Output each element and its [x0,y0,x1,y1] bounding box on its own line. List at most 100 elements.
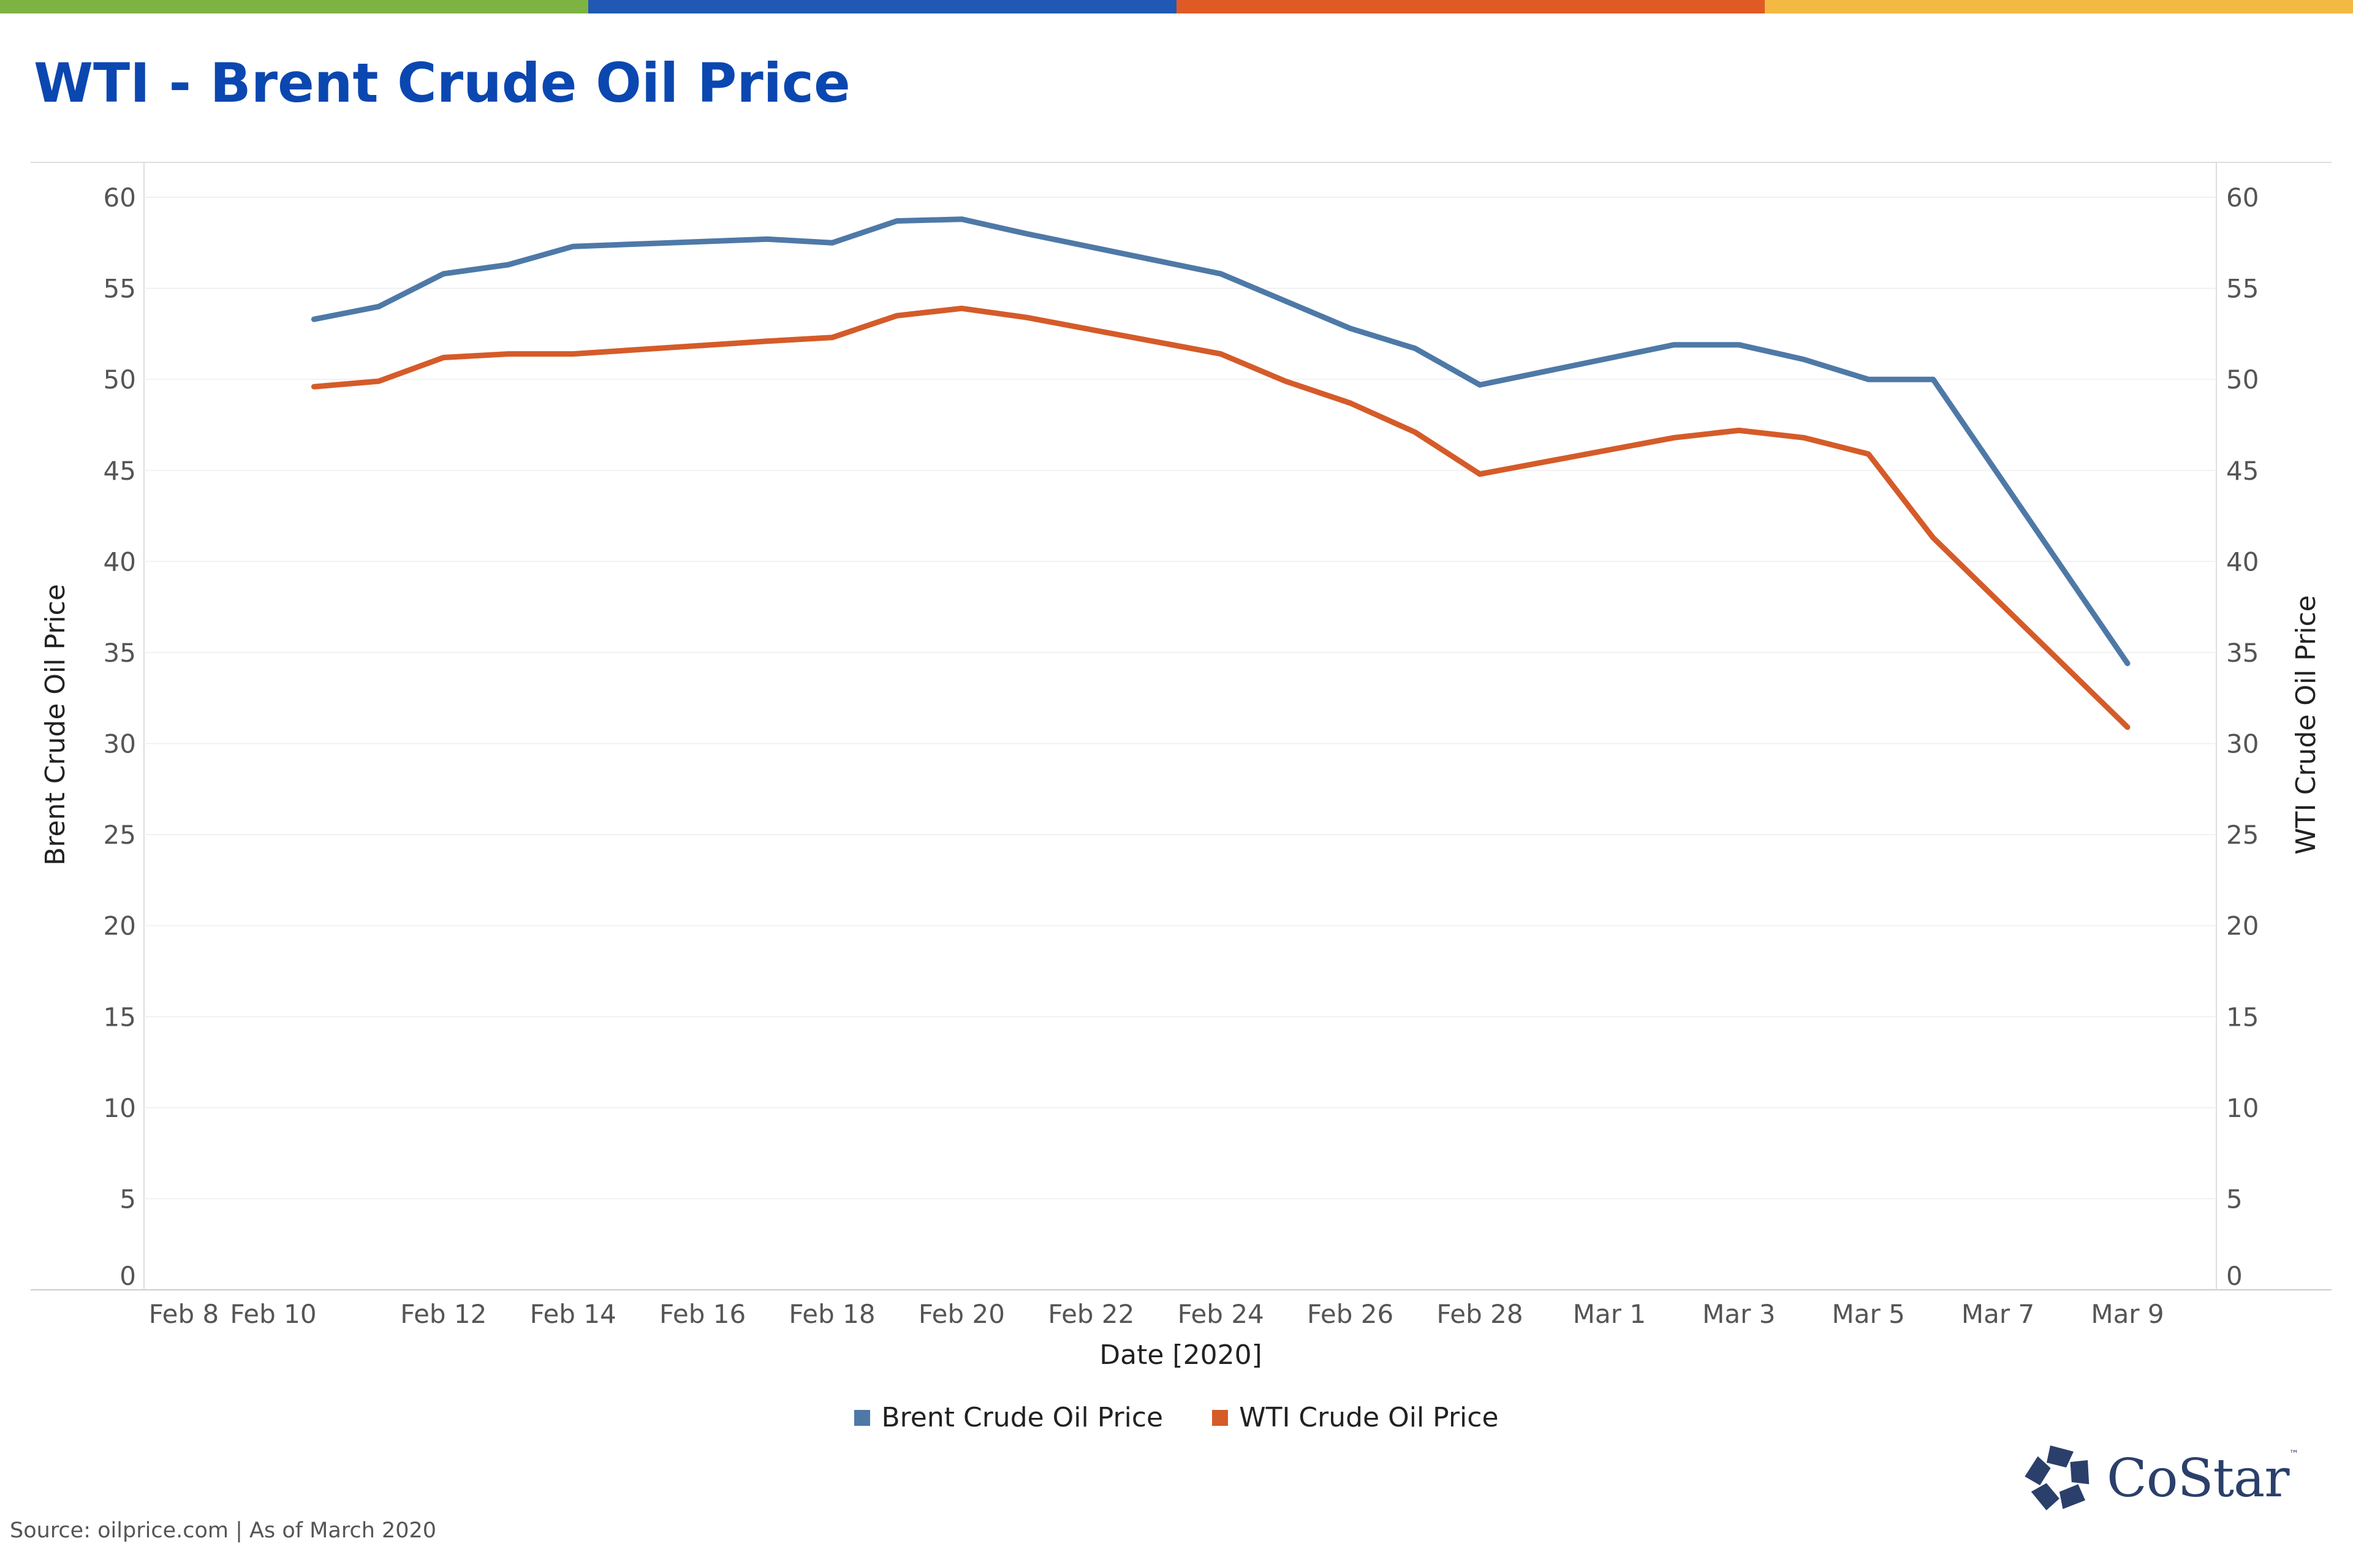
y-tick-label-left: 20 [104,911,136,941]
y-axis-label-left: Brent Crude Oil Price [40,584,71,866]
legend-swatch-brent [854,1409,871,1426]
source-note: Source: oilprice.com | As of March 2020 [10,1518,437,1543]
y-tick-label-right: 25 [2226,820,2259,850]
x-tick-label: Feb 28 [1436,1299,1523,1329]
y-tick-label-right: 50 [2226,365,2259,395]
y-tick-label-left: 30 [104,729,136,759]
data-point-brent [1477,382,1482,388]
x-tick-label: Feb 26 [1307,1299,1393,1329]
data-point-wti [1672,435,1677,441]
y-tick-label-left: 50 [104,365,136,395]
x-tick-label: Feb 20 [919,1299,1005,1329]
legend-item-wti: WTI Crude Oil Price [1212,1402,1499,1433]
y-tick-label-left: 10 [104,1093,136,1123]
legend-item-brent: Brent Crude Oil Price [854,1402,1163,1433]
x-tick-label: Feb 14 [530,1299,616,1329]
logo-star-segment [2025,1456,2051,1485]
data-point-wti [311,384,317,390]
data-point-wti [894,313,900,319]
data-point-wti [1930,535,1936,540]
data-point-brent [1024,231,1029,237]
x-tick-label: Feb 22 [1048,1299,1134,1329]
logo-star-segment [2070,1460,2090,1485]
data-point-brent [1218,271,1224,276]
data-point-brent [1736,342,1741,347]
data-point-wti [441,355,446,360]
stripe-segment [1176,0,1765,13]
y-axis-left: 0 5 10 15 20 25 30 35 40 45 50 55 60 [104,183,136,1291]
data-point-wti [376,379,382,384]
data-point-brent [441,271,446,276]
data-point-wti [1283,379,1288,384]
data-point-brent [765,237,770,242]
data-point-wti [1736,428,1741,433]
data-point-brent [1283,298,1288,304]
plot-frame [31,162,2332,1290]
y-tick-label-left: 55 [104,274,136,304]
logo-star-segment [2031,1483,2059,1510]
y-tick-label-left: 60 [104,183,136,213]
costar-logo: CoStar™ [2022,1433,2316,1524]
y-tick-label-left: 15 [104,1002,136,1032]
y-tick-label-left: 25 [104,820,136,850]
y-axis-label-right: WTI Crude Oil Price [2290,595,2322,854]
gridlines [144,197,2216,1200]
logo-text: CoStar™ [2107,1448,2298,1509]
data-point-wti [765,338,770,344]
data-point-wti [1412,430,1418,435]
data-point-brent [830,240,835,246]
data-point-wti [1866,452,1871,456]
data-point-brent [1412,346,1418,351]
data-point-wti [1218,351,1224,357]
data-point-brent [1866,377,1871,382]
data-point-wti [1347,400,1353,406]
logo-star-segment [2047,1445,2074,1468]
y-tick-label-right: 30 [2226,729,2259,759]
data-point-brent [570,244,576,249]
data-point-wti [1024,315,1029,320]
legend-label-brent: Brent Crude Oil Price [881,1402,1164,1433]
data-point-wti [1477,471,1482,477]
legend-swatch-wti [1212,1409,1229,1426]
chart-title: WTI - Brent Crude Oil Price [34,51,851,115]
data-point-brent [1347,326,1353,331]
x-tick-label: Feb 12 [400,1299,487,1329]
y-tick-label-right: 45 [2226,456,2259,486]
x-tick-label: Feb 18 [789,1299,875,1329]
data-point-brent [376,304,382,309]
legend: Brent Crude Oil Price WTI Crude Oil Pric… [0,1402,2353,1433]
y-tick-label-right: 40 [2226,547,2259,577]
stripe-segment [588,0,1176,13]
logo-trademark: ™ [2289,1448,2298,1460]
stripe-segment [0,0,588,13]
logo-star-segment [2059,1484,2086,1509]
y-tick-label-right: 35 [2226,638,2259,668]
data-point-wti [2125,724,2130,730]
data-point-brent [1672,342,1677,347]
x-tick-label: Mar 7 [1961,1299,2034,1329]
data-point-wti [506,351,511,357]
y-tick-label-left: 0 [119,1261,136,1291]
data-point-brent [506,262,511,267]
data-point-wti [830,335,835,340]
y-tick-label-right: 60 [2226,183,2259,213]
legend-label-wti: WTI Crude Oil Price [1239,1402,1499,1433]
x-tick-label: Mar 1 [1573,1299,1646,1329]
y-tick-label-left: 40 [104,547,136,577]
data-point-wti [959,306,964,311]
y-tick-label-left: 35 [104,638,136,668]
y-tick-label-right: 5 [2226,1184,2243,1214]
x-tick-label: Mar 5 [1832,1299,1905,1329]
data-point-brent [2125,661,2130,666]
stripe-segment [1765,0,2353,13]
line-chart: 0 5 10 15 20 25 30 35 40 45 50 55 60 0 5 10 15 20 25 30 35 4… [31,162,2332,1371]
x-tick-label: Feb 8 [149,1299,219,1329]
x-tick-label: Mar 3 [1702,1299,1775,1329]
data-point-brent [1801,357,1806,362]
y-tick-label-right: 55 [2226,274,2259,304]
data-point-brent [311,317,317,322]
data-point-brent [959,216,964,222]
x-tick-label: Feb 16 [659,1299,746,1329]
x-axis: Feb 8 Feb 10 Feb 12 Feb 14 Feb 16 Feb 18 Feb 2… [149,1299,2164,1329]
y-tick-label-left: 45 [104,456,136,486]
